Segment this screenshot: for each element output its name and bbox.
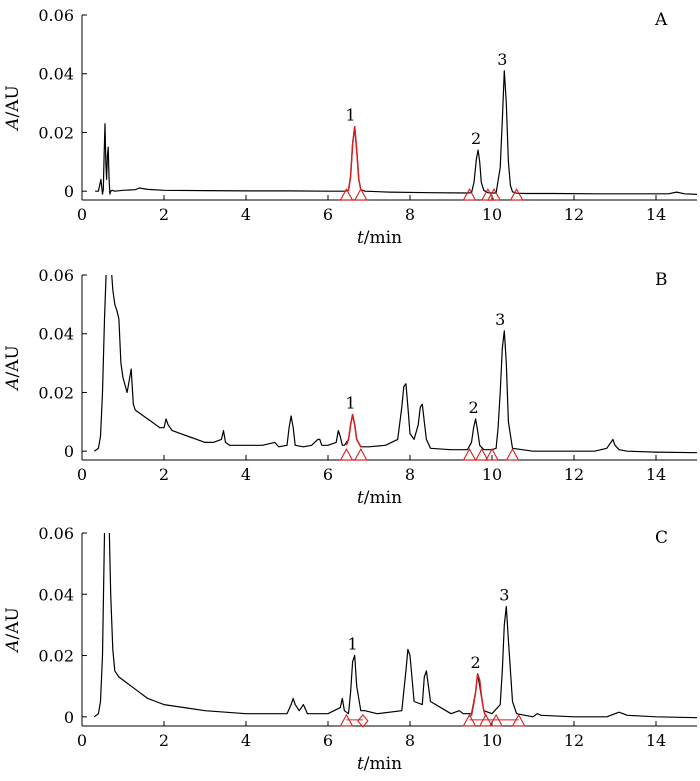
y-tick-label-b: 0 — [64, 442, 74, 461]
integration-marker-triangle-a — [462, 187, 477, 201]
y-tick-label-a: 0 — [64, 182, 74, 201]
peak-label-1-b: 1 — [346, 393, 356, 412]
x-axis-title-a: t/min — [357, 228, 402, 248]
y-tick-label-a: 0.06 — [38, 6, 74, 25]
x-tick-label-c: 4 — [241, 731, 251, 750]
integration-marker-triangle-c — [478, 713, 493, 727]
x-tick-label-c: 14 — [646, 731, 666, 750]
peak-label-2-c: 2 — [471, 653, 481, 672]
highlighted-peak-c — [468, 673, 487, 718]
integration-marker-triangle-a — [339, 187, 354, 201]
x-tick-label-b: 12 — [564, 465, 584, 484]
panel-letter-b: B — [655, 270, 668, 290]
highlighted-peak-b — [345, 413, 362, 448]
x-tick-label-a: 12 — [564, 205, 584, 224]
x-tick-label-a: 4 — [241, 205, 251, 224]
x-tick-label-c: 2 — [159, 731, 169, 750]
integration-marker-triangle-b — [353, 447, 368, 461]
x-tick-label-b: 0 — [77, 465, 87, 484]
x-tick-label-b: 6 — [323, 465, 333, 484]
y-axis-title-italic-a: A — [3, 118, 23, 132]
y-tick-label-a: 0.02 — [38, 123, 74, 142]
y-axis-title-italic-b: A — [3, 378, 23, 392]
x-tick-label-b: 14 — [646, 465, 666, 484]
x-tick-label-a: 8 — [405, 205, 415, 224]
x-tick-label-a: 2 — [159, 205, 169, 224]
x-tick-label-c: 10 — [482, 731, 502, 750]
x-axis-title-unit-a: /min — [364, 228, 402, 248]
integration-marker-triangle-a — [487, 187, 501, 201]
integration-marker-triangle-b — [462, 447, 477, 461]
peak-label-3-c: 3 — [499, 586, 509, 605]
panel-letter-a: A — [654, 10, 668, 30]
x-axis-title-italic-c: t — [357, 754, 364, 774]
peak-label-1-a: 1 — [346, 106, 356, 125]
peak-label-3-a: 3 — [497, 50, 507, 69]
x-axis-title-unit-b: /min — [364, 488, 402, 508]
x-tick-label-b: 10 — [482, 465, 502, 484]
chromatogram-trace-b — [93, 275, 697, 454]
x-axis-title-b: t/min — [357, 488, 402, 508]
highlighted-peak-a — [346, 125, 364, 192]
panel-letter-c: C — [655, 528, 668, 548]
y-tick-label-b: 0.04 — [38, 325, 74, 344]
peak-label-2-a: 2 — [471, 129, 481, 148]
integration-marker-triangle-c — [462, 713, 477, 727]
y-tick-label-a: 0.04 — [38, 65, 74, 84]
x-tick-label-a: 0 — [77, 205, 87, 224]
y-tick-label-c: 0.02 — [38, 647, 74, 666]
integration-marker-triangle-b — [474, 447, 489, 461]
x-tick-label-b: 2 — [159, 465, 169, 484]
integration-marker-triangle-c — [339, 713, 354, 727]
x-tick-label-a: 6 — [323, 205, 333, 224]
x-axis-title-italic-b: t — [357, 488, 364, 508]
y-axis-title-b: A/AU — [3, 345, 23, 392]
y-axis-title-italic-c: A — [3, 640, 23, 654]
x-axis-title-c: t/min — [357, 754, 402, 774]
x-tick-label-c: 6 — [323, 731, 333, 750]
x-tick-label-b: 4 — [241, 465, 251, 484]
x-axis-title-unit-c: /min — [364, 754, 402, 774]
x-tick-label-c: 0 — [77, 731, 87, 750]
integration-marker-triangle-c — [489, 713, 504, 727]
y-tick-label-b: 0.06 — [38, 266, 74, 285]
chromatogram-trace-c — [93, 533, 697, 719]
integration-marker-triangle-c — [511, 713, 526, 727]
x-axis-title-italic-a: t — [357, 228, 364, 248]
y-axis-title-a: A/AU — [3, 85, 23, 132]
chromatogram-trace-a — [95, 70, 697, 195]
y-tick-label-c: 0.06 — [38, 524, 74, 543]
y-axis-title-c: A/AU — [3, 607, 23, 654]
peak-label-2-b: 2 — [469, 398, 479, 417]
integration-marker-diamond-c — [357, 714, 369, 728]
y-axis-title-unit-b: /AU — [3, 345, 23, 377]
integration-marker-triangle-b — [485, 447, 499, 461]
x-tick-label-b: 8 — [405, 465, 415, 484]
peak-label-3-b: 3 — [495, 310, 505, 329]
y-tick-label-c: 0.04 — [38, 585, 74, 604]
x-tick-label-c: 12 — [564, 731, 584, 750]
peak-label-1-c: 1 — [348, 635, 358, 654]
integration-marker-triangle-a — [353, 187, 368, 201]
y-axis-title-unit-c: /AU — [3, 607, 23, 639]
integration-marker-triangle-b — [505, 447, 520, 461]
x-tick-label-c: 8 — [405, 731, 415, 750]
integration-marker-triangle-b — [339, 447, 354, 461]
y-tick-label-c: 0 — [64, 708, 74, 727]
x-tick-label-a: 14 — [646, 205, 666, 224]
y-axis-title-unit-a: /AU — [3, 85, 23, 117]
integration-marker-triangle-a — [509, 187, 524, 201]
x-tick-label-a: 10 — [482, 205, 502, 224]
y-tick-label-b: 0.02 — [38, 383, 74, 402]
